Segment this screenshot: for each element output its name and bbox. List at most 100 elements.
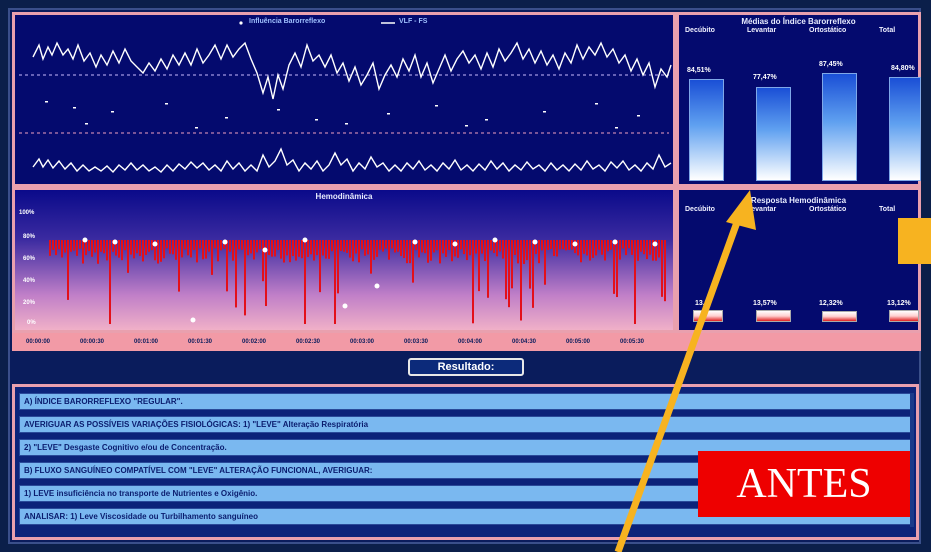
hemo-x-axis: 00:00:00 00:00:30 00:01:00 00:01:30 00:0… [12,333,921,351]
hemo-bar [613,240,615,294]
hemo-bar [499,240,501,252]
hemo-bar [475,240,477,254]
hemo-bar [310,240,312,255]
medias-bar-decubito [689,79,724,181]
hemo-bar [637,240,639,261]
hemo-x-5: 00:02:30 [296,339,321,345]
hemo-bar [466,240,468,261]
hemo-bar [388,240,390,260]
hemo-bar [337,240,339,294]
hemo-bar [532,240,534,308]
hemo-x-4: 00:02:00 [242,339,267,345]
resposta-col-levantar: Levantar [747,206,777,213]
hemo-bar [247,240,249,256]
hemo-bar [622,240,624,249]
hemo-bar [313,240,315,261]
hemo-bar [115,240,117,256]
hemo-bar [460,240,462,250]
hemo-bar [520,240,522,321]
hemo-bar [511,240,513,289]
hemo-bar [175,240,177,260]
hemo-bar [553,240,555,256]
hemo-point [222,239,228,245]
hemo-point [652,241,658,247]
hemo-bar [70,240,72,252]
hemo-bar [583,240,585,254]
hemo-bar [544,240,546,285]
hemo-bar [445,240,447,257]
hemo-bar [190,240,192,258]
hemo-bar [244,240,246,316]
result-row[interactable]: AVERIGUAR AS POSSÍVEIS VARIAÇÕES FISIOLÓ… [19,416,912,433]
hemo-bar [484,240,486,262]
hemo-bar [58,240,60,250]
hemo-bar [550,240,552,249]
baro-panel: Influência Barorreflexo VLF - FS [12,12,676,187]
hemo-bar [538,240,540,264]
hemo-bar [421,240,423,253]
hemo-bar [403,240,405,259]
result-row[interactable]: A) ÍNDICE BARORREFLEXO "REGULAR". [19,393,912,410]
hemo-bar [181,240,183,258]
hemo-bar [634,240,636,324]
hemo-bar [304,240,306,324]
hemo-bar [55,240,57,256]
hemo-x-0: 00:00:00 [26,339,51,345]
hemo-bar [631,240,633,255]
hemo-bar [640,240,642,252]
orange-marker [898,218,931,264]
hemo-y-80: 80% [23,234,36,240]
hemo-bar [562,240,564,250]
hemo-bar [184,240,186,250]
hemo-bar [451,240,453,262]
medias-bar-ortostatico [822,73,857,181]
resposta-panel: Resposta Hemodinâmica Decúbito Levantar … [676,187,921,333]
hemo-bar [226,240,228,292]
hemo-bar [586,240,588,256]
hemo-bar [517,240,519,264]
hemo-bar [82,240,84,264]
medias-bar-levantar [756,87,791,181]
hemo-bar [571,240,573,250]
hemo-bar [523,240,525,264]
hemo-bar [355,240,357,254]
medias-bar-total [889,77,921,181]
results-scrollbar[interactable] [910,393,914,527]
hemo-bar [352,240,354,262]
resposta-value-ortostatico: 12,32% [819,300,843,307]
hemo-bar [565,240,567,251]
hemo-bar [628,240,630,249]
hemo-bar [643,240,645,255]
medias-value-levantar: 77,47% [753,74,777,81]
hemo-bar [277,240,279,250]
hemo-bar [391,240,393,249]
hemo-bar [424,240,426,254]
hemo-y-20: 20% [23,300,36,306]
resultado-button[interactable]: Resultado: [408,358,524,376]
hemo-bar [145,240,147,256]
hemo-bar [259,240,261,250]
hemo-bar [415,240,417,251]
hemo-bar [478,240,480,292]
hemo-x-1: 00:00:30 [80,339,105,345]
hemo-point [152,241,158,247]
hemo-bar [157,240,159,264]
hemo-point [492,237,498,243]
hemo-bar [91,240,93,257]
resposta-col-total: Total [879,206,896,213]
hemo-bar [103,240,105,254]
hemo-point [342,303,348,309]
hemo-bar [514,240,516,255]
hemo-bar [163,240,165,259]
hemo-bar [604,240,606,261]
hemo-x-2: 00:01:00 [134,339,159,345]
hemo-bar [595,240,597,256]
hemo-bar [610,240,612,250]
hemo-bar [379,240,381,250]
hemo-bar [487,240,489,298]
hemo-bar [373,240,375,260]
hemo-bar [397,240,399,252]
hemo-bar [349,240,351,258]
hemo-bar [457,240,459,258]
hemo-bar [409,240,411,264]
